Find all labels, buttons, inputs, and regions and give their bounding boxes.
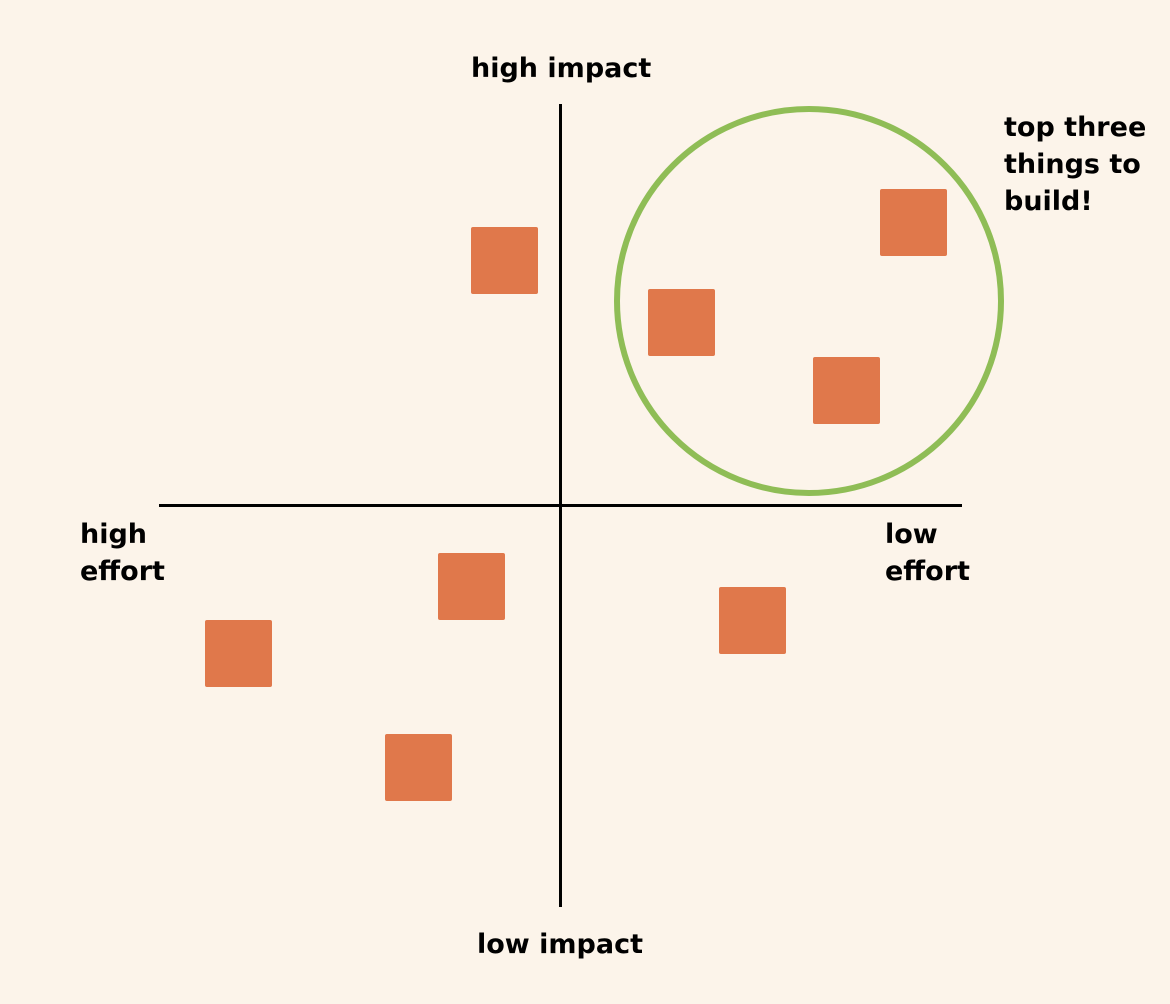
- annotation-line: things to: [1004, 149, 1141, 180]
- sticky-note[interactable]: [385, 734, 452, 801]
- sticky-note[interactable]: [471, 227, 538, 294]
- sticky-note-top-three[interactable]: [880, 189, 947, 256]
- sticky-note[interactable]: [719, 587, 786, 654]
- left-axis-label: high effort: [80, 516, 165, 590]
- sticky-note[interactable]: [205, 620, 272, 687]
- sticky-note-top-three[interactable]: [648, 289, 715, 356]
- right-axis-label-line: effort: [885, 556, 970, 587]
- left-axis-label-line: high: [80, 519, 148, 550]
- right-axis-label-line: low: [885, 519, 938, 550]
- left-axis-label-line: effort: [80, 556, 165, 587]
- sticky-note[interactable]: [438, 553, 505, 620]
- annotation-line: top three: [1004, 112, 1147, 143]
- top-three-highlight-circle: [614, 106, 1004, 496]
- right-axis-label: low effort: [885, 516, 970, 590]
- top-three-annotation: top three things to build!: [1004, 109, 1146, 220]
- bottom-axis-label: low impact: [477, 926, 643, 963]
- top-axis-label: high impact: [471, 50, 651, 87]
- bottom-axis-label-text: low impact: [477, 929, 643, 960]
- sticky-note-top-three[interactable]: [813, 357, 880, 424]
- annotation-line: build!: [1004, 186, 1093, 217]
- top-axis-label-text: high impact: [471, 53, 652, 84]
- effort-axis: [159, 504, 962, 507]
